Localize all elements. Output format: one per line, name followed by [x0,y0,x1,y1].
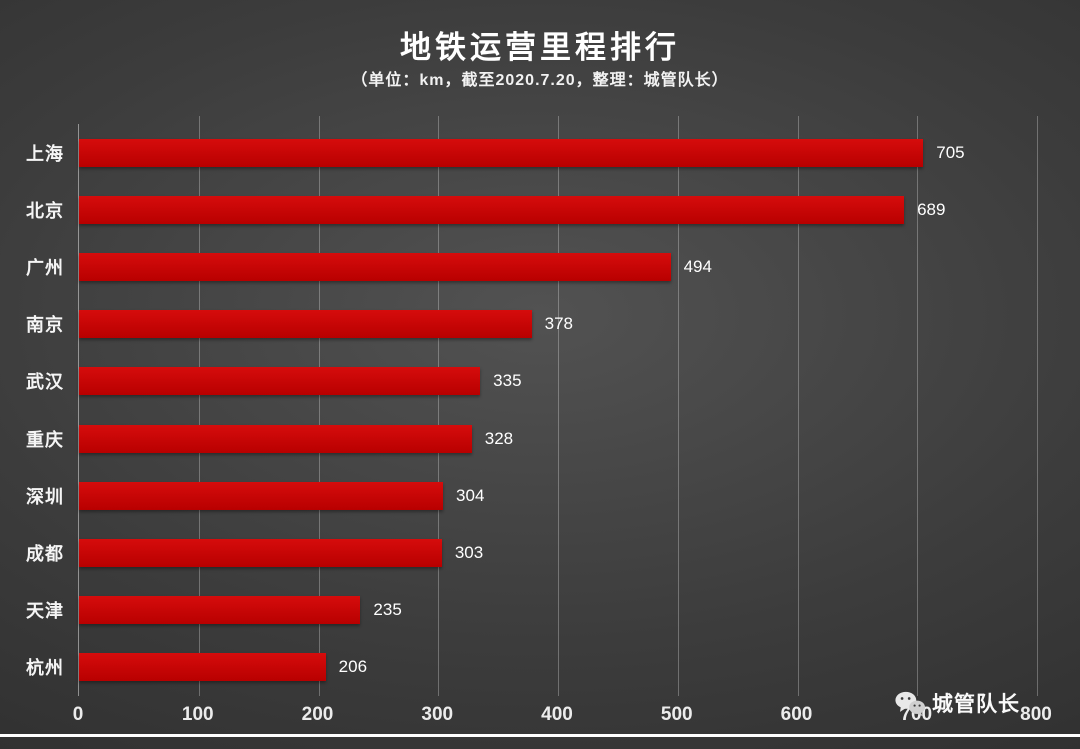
value-label: 206 [338,657,368,677]
x-tick-label: 600 [780,704,813,725]
category-label: 重庆 [26,429,64,450]
x-tick-label: 800 [1020,704,1052,725]
bar [79,195,905,224]
bar-row: 705 [79,124,1037,181]
x-axis: 0 100 200 300 400 500 600 700 800 [73,704,1052,732]
category-label: 成都 [26,544,64,565]
wechat-icon [895,691,925,716]
x-tick-label: 0 [72,704,84,725]
gridline [558,116,559,696]
watermark: 城管队长 [895,688,1020,718]
plot-area: 705 689 494 378 335 328 304 303 235 206 [78,116,1038,696]
value-label: 303 [454,543,484,563]
category-label: 杭州 [26,658,64,679]
chart-title: 地铁运营里程排行 [400,30,680,65]
value-label: 304 [456,485,485,505]
x-tick-label: 100 [181,704,214,725]
gridline [677,116,679,696]
gridline [318,116,320,696]
bar [79,539,442,568]
category-label: 南京 [26,315,64,336]
gridline [198,116,200,696]
bar [79,481,444,510]
category-label: 武汉 [26,372,64,393]
gridline [438,116,440,696]
value-label: 235 [373,600,402,620]
bar-row: 378 [79,296,1037,353]
value-label: 494 [683,257,712,276]
watermark-label: 城管队长 [932,693,1020,716]
bar-row: 235 [79,582,1037,639]
category-label: 天津 [26,601,64,622]
bar-row: 328 [79,410,1037,467]
category-label: 上海 [26,143,64,164]
bar-row: 335 [79,353,1037,410]
x-tick-label: 400 [541,704,573,725]
value-label: 335 [493,371,522,391]
bar [79,310,532,339]
bar [79,596,361,625]
bar-row: 494 [79,238,1037,295]
gridline [797,116,799,696]
value-label: 689 [917,199,946,219]
bar [79,424,472,453]
category-label: 北京 [26,200,64,221]
bar [79,253,671,281]
x-tick-label: 500 [660,704,693,725]
y-axis-labels: 上海北京广州南京武汉重庆深圳成都天津杭州 [0,124,64,696]
bar [79,138,924,167]
bar-row: 303 [79,524,1037,581]
value-label: 705 [936,142,965,162]
chart-subtitle: （单位：km，截至2020.7.20，整理：城管队长） [351,72,729,89]
value-label: 328 [484,428,514,448]
bar-row: 304 [79,467,1037,524]
bar-row: 689 [79,181,1037,238]
bottom-divider [0,734,1080,737]
category-label: 深圳 [26,486,64,507]
bar-row: 206 [79,639,1037,696]
x-tick-label: 200 [301,704,334,725]
category-label: 广州 [26,258,64,278]
bar [79,653,326,682]
gridline [917,116,919,696]
value-label: 378 [544,314,574,334]
x-tick-label: 300 [421,704,454,725]
bar [79,367,481,396]
gridline [1037,116,1038,696]
